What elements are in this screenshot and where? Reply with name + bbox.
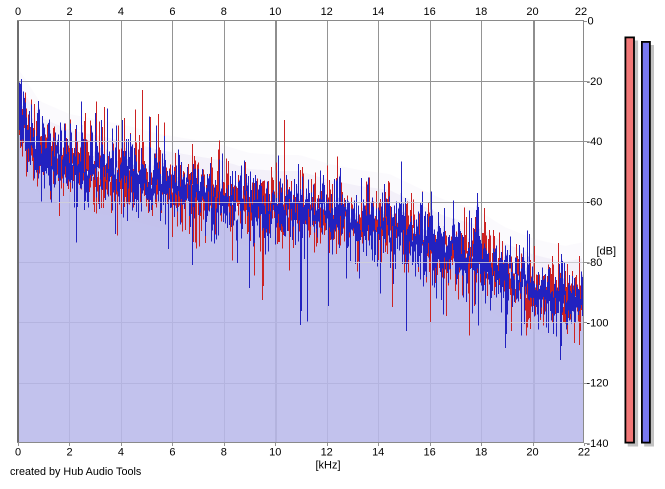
svg-text:0: 0 — [15, 447, 21, 459]
svg-text:-40: -40 — [587, 136, 603, 148]
svg-text:12: 12 — [321, 6, 333, 18]
svg-text:[kHz]: [kHz] — [315, 460, 340, 472]
svg-text:20: 20 — [526, 447, 538, 459]
svg-text:-20: -20 — [587, 76, 603, 88]
svg-text:-120: -120 — [587, 378, 609, 390]
svg-text:0: 0 — [15, 6, 21, 18]
svg-text:6: 6 — [169, 447, 175, 459]
svg-text:8: 8 — [221, 6, 227, 18]
svg-text:-100: -100 — [587, 317, 609, 329]
svg-text:[dB]: [dB] — [597, 246, 617, 258]
svg-text:2: 2 — [66, 6, 72, 18]
svg-text:4: 4 — [118, 6, 124, 18]
svg-text:created by Hub Audio Tools: created by Hub Audio Tools — [10, 466, 142, 478]
svg-text:22: 22 — [578, 447, 590, 459]
svg-text:-60: -60 — [587, 197, 603, 209]
svg-text:2: 2 — [66, 447, 72, 459]
svg-text:6: 6 — [169, 6, 175, 18]
svg-text:-140: -140 — [587, 438, 609, 450]
svg-text:14: 14 — [372, 447, 384, 459]
svg-text:-80: -80 — [587, 257, 603, 269]
svg-text:18: 18 — [475, 447, 487, 459]
svg-text:0: 0 — [588, 16, 594, 28]
svg-text:22: 22 — [575, 6, 587, 18]
svg-text:14: 14 — [372, 6, 384, 18]
svg-text:20: 20 — [526, 6, 538, 18]
svg-text:12: 12 — [321, 447, 333, 459]
svg-text:8: 8 — [221, 447, 227, 459]
svg-text:16: 16 — [423, 447, 435, 459]
svg-text:10: 10 — [269, 447, 281, 459]
svg-text:18: 18 — [475, 6, 487, 18]
svg-text:4: 4 — [118, 447, 124, 459]
svg-text:10: 10 — [269, 6, 281, 18]
svg-text:16: 16 — [423, 6, 435, 18]
